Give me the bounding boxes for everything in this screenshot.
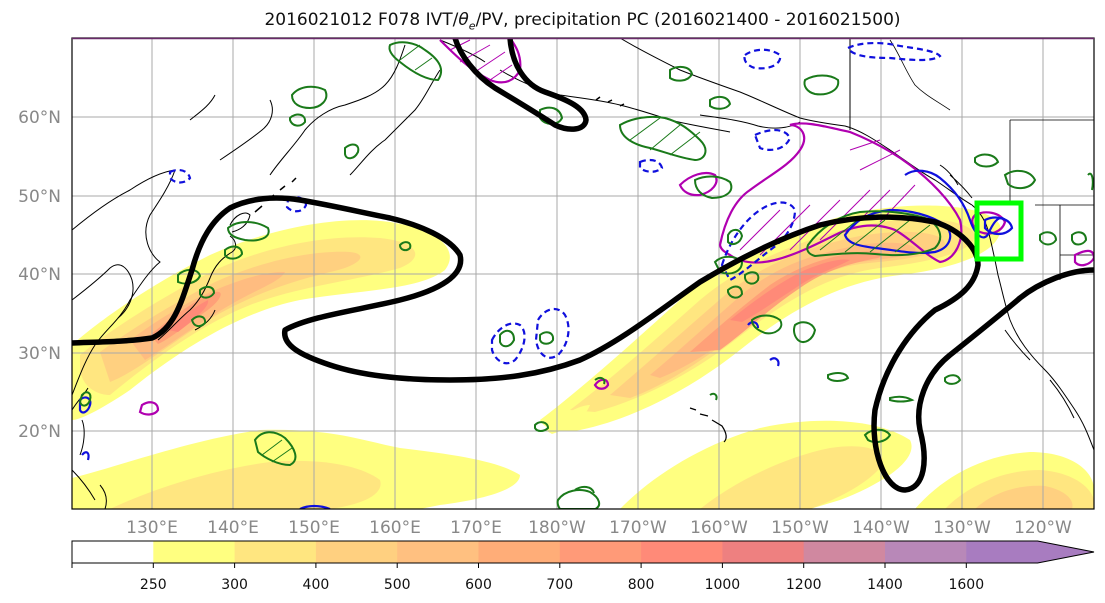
ivt-shading bbox=[72, 205, 1094, 509]
colorbar bbox=[71, 540, 1095, 564]
lon-label-150e: 150°E bbox=[288, 518, 340, 538]
colorbar-segment bbox=[153, 541, 236, 563]
target-region-box bbox=[974, 200, 1024, 262]
lon-label-120w: 120°W bbox=[1014, 518, 1072, 538]
colorbar-segment bbox=[559, 541, 642, 563]
title-theta-sub: e bbox=[468, 19, 476, 33]
colorbar-tick-label: 250 bbox=[140, 577, 167, 593]
colorbar-tick-label: 1600 bbox=[948, 577, 984, 593]
lon-label-140e: 140°E bbox=[207, 518, 259, 538]
colorbar-tick-label: 500 bbox=[384, 577, 411, 593]
latitude-labels: 60°N 50°N 40°N 30°N 20°N bbox=[18, 108, 61, 442]
theta-e-contours bbox=[78, 41, 1014, 509]
lat-label-60: 60°N bbox=[18, 108, 61, 128]
colorbar-extend-arrow bbox=[966, 541, 1094, 563]
lat-label-50: 50°N bbox=[18, 187, 61, 207]
colorbar-ticks: 250 300 400 500 600 700 800 1000 1200 1400 1600 bbox=[71, 563, 984, 593]
colorbar-segment bbox=[641, 541, 723, 563]
colorbar-segment bbox=[397, 541, 479, 563]
colorbar-tick-label: 300 bbox=[221, 577, 248, 593]
lon-label-150w: 150°W bbox=[771, 518, 829, 538]
colorbar-segment bbox=[722, 541, 805, 563]
colorbar-tick-label: 800 bbox=[628, 577, 655, 593]
lon-label-170w: 170°W bbox=[609, 518, 667, 538]
colorbar-tick-label: 600 bbox=[465, 577, 492, 593]
title-prefix: 2016021012 F078 IVT/ bbox=[264, 10, 459, 30]
lon-label-160e: 160°E bbox=[369, 518, 421, 538]
colorbar-tick-label: 400 bbox=[303, 577, 330, 593]
colorbar-segment bbox=[885, 541, 967, 563]
lat-label-40: 40°N bbox=[18, 265, 61, 285]
lon-label-170e: 170°E bbox=[450, 518, 502, 538]
lon-label-140w: 140°W bbox=[852, 518, 910, 538]
colorbar-segment bbox=[478, 541, 561, 563]
colorbar-tick-label: 1000 bbox=[705, 577, 741, 593]
precipitation-contours bbox=[78, 41, 1094, 509]
lat-label-20: 20°N bbox=[18, 422, 61, 442]
colorbar-tick-label: 700 bbox=[546, 577, 573, 593]
pv-contours bbox=[138, 38, 1094, 416]
colorbar-segment bbox=[315, 541, 398, 563]
colorbar-border bbox=[71, 540, 1095, 564]
map-content bbox=[72, 38, 1094, 509]
title-suffix: /PV, precipitation PC (2016021400 - 2016… bbox=[475, 10, 901, 30]
ivt-contours bbox=[72, 38, 1094, 493]
map-title: 2016021012 F078 IVT/θe/PV, precipitation… bbox=[0, 10, 1105, 32]
lon-label-130e: 130°E bbox=[126, 518, 178, 538]
colorbar-tick-label: 1200 bbox=[786, 577, 822, 593]
precipitation-hatching bbox=[261, 44, 931, 463]
colorbar-tick-label: 1400 bbox=[867, 577, 903, 593]
colorbar-segment bbox=[803, 541, 886, 563]
longitude-labels: 130°E 140°E 150°E 160°E 170°E 180°W 170°… bbox=[126, 518, 1072, 538]
colorbar-segment bbox=[234, 541, 317, 563]
lon-label-180w: 180°W bbox=[528, 518, 586, 538]
lon-label-130w: 130°W bbox=[933, 518, 991, 538]
lon-label-160w: 160°W bbox=[690, 518, 748, 538]
colorbar-segment bbox=[72, 541, 154, 563]
lat-label-30: 30°N bbox=[18, 344, 61, 364]
title-theta: θ bbox=[458, 10, 469, 30]
